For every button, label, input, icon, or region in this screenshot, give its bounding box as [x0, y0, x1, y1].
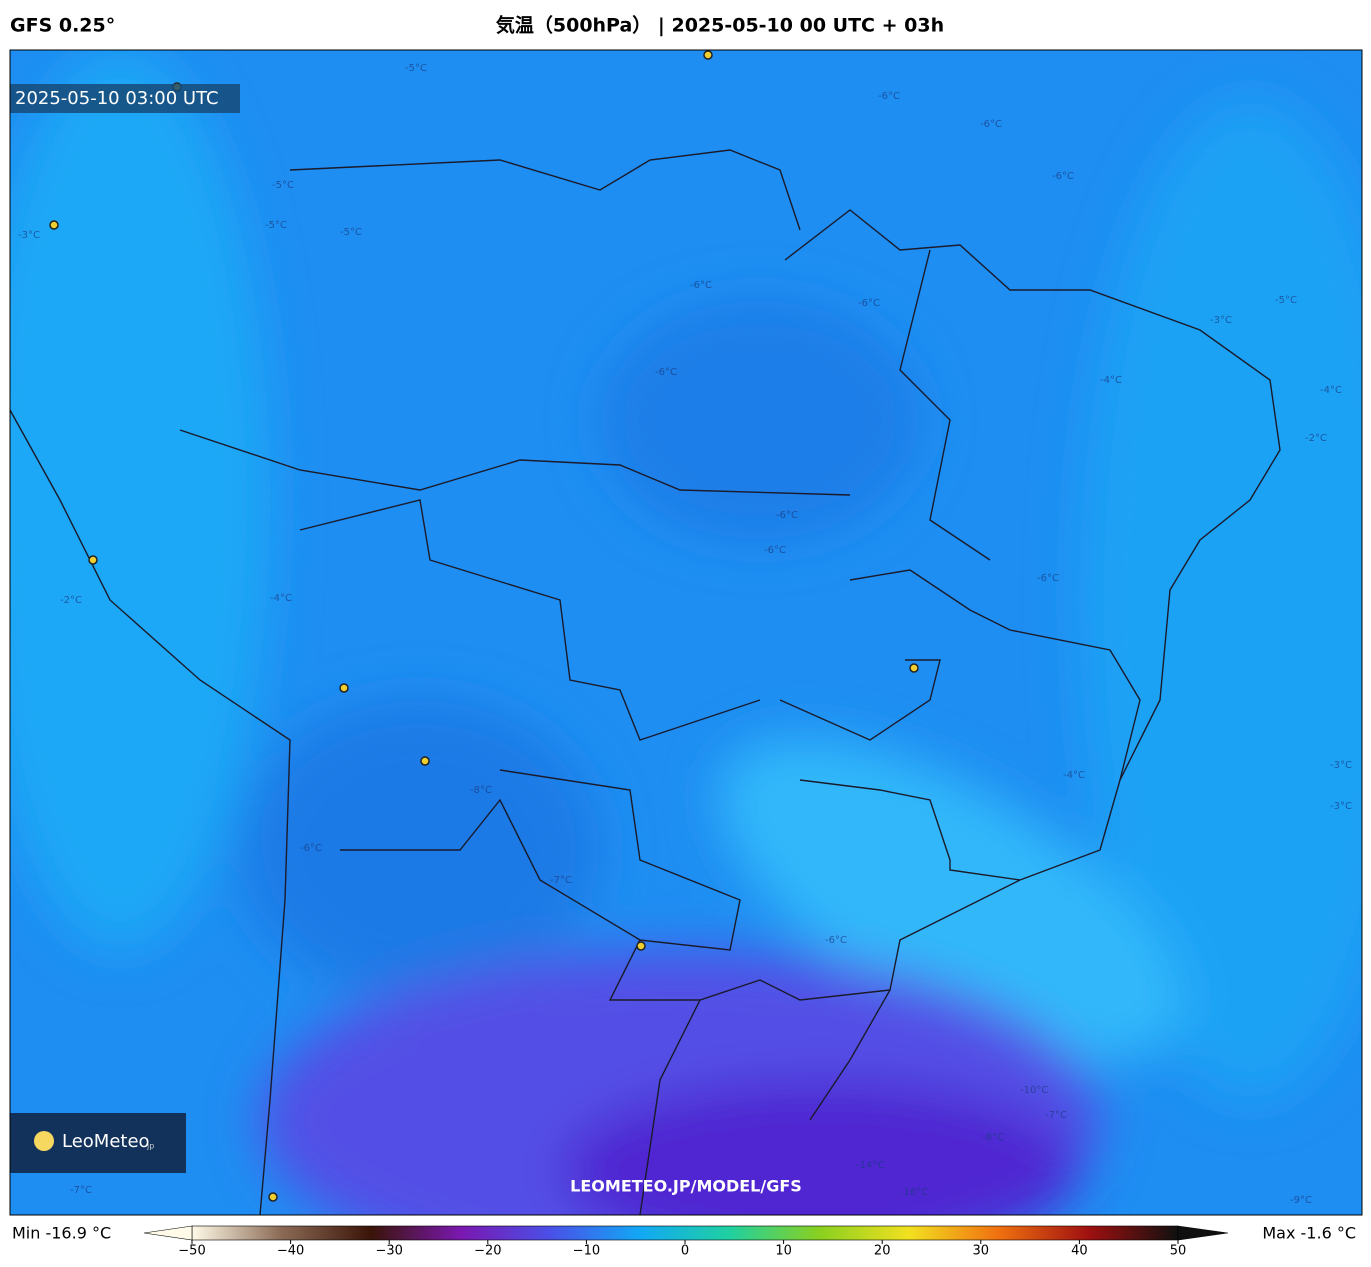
contour-label: -7°C: [1045, 1110, 1067, 1121]
colorbar-low-extend: [143, 1225, 193, 1241]
model-name: GFS 0.25°: [10, 15, 115, 37]
colorbar-tick-label: 30: [973, 1244, 990, 1259]
colorbar-scale: [191, 1225, 1179, 1241]
logo-suffix: jp: [146, 1142, 154, 1151]
contour-label: -3°C: [1330, 760, 1352, 771]
contour-label: -6°C: [878, 91, 900, 102]
contour-label: -6°C: [300, 843, 322, 854]
contour-label: -2°C: [1305, 433, 1327, 444]
contour-label: -8°C: [982, 1132, 1004, 1143]
valid-time: 2025-05-10 03:00 UTC: [15, 88, 219, 109]
contour-label: -5°C: [340, 227, 362, 238]
contour-label: -7°C: [70, 1185, 92, 1196]
contour-label: -8°C: [470, 785, 492, 796]
max-label: Max -1.6 °C: [1262, 1224, 1356, 1243]
contour-label: -5°C: [405, 63, 427, 74]
colorbar-high-extend: [1177, 1225, 1229, 1241]
contour-label: -10°C: [1020, 1085, 1048, 1096]
contour-label: -4°C: [1063, 770, 1085, 781]
logo-sun: [34, 1131, 54, 1151]
colorbar-tick-label: −40: [277, 1244, 304, 1259]
contour-label: -3°C: [1210, 315, 1232, 326]
colorbar-tick-label: 50: [1170, 1244, 1187, 1259]
contour-label: -6°C: [655, 367, 677, 378]
min-label: Min -16.9 °C: [12, 1224, 111, 1243]
contour-label: -6°C: [776, 510, 798, 521]
contour-label: -4°C: [1320, 385, 1342, 396]
contour-label: -2°C: [60, 595, 82, 606]
contour-label: -6°C: [825, 935, 847, 946]
contour-label: -4°C: [270, 593, 292, 604]
contour-label: -5°C: [1275, 295, 1297, 306]
temperature-field: [10, 50, 1362, 1215]
contour-label: -6°C: [764, 545, 786, 556]
contour-label: -3°C: [18, 230, 40, 241]
contour-label: -3°C: [1330, 801, 1352, 812]
contour-label: -16°C: [900, 1187, 928, 1198]
colorbar-tick-label: 20: [874, 1244, 891, 1259]
map-title: 気温（500hPa） | 2025-05-10 00 UTC + 03h: [496, 14, 944, 37]
logo: LeoMeteo: [62, 1131, 150, 1152]
contour-label: -6°C: [980, 119, 1002, 130]
contour-label: -6°C: [1037, 573, 1059, 584]
colorbar-tick-label: −50: [178, 1244, 205, 1259]
contour-labels: -5°C -6°C -6°C -5°C -6°C -6°C -5°C -3°C -5°C -6°C…: [18, 63, 1352, 1206]
contour-label: -6°C: [1052, 171, 1074, 182]
watermark: LEOMETEO.JP/MODEL/GFS: [570, 1177, 802, 1196]
contour-label: -7°C: [550, 875, 572, 886]
colorbar-tick-label: 0: [681, 1244, 689, 1259]
map-frame: [9, 49, 1363, 1216]
map: -5°C -6°C -6°C -5°C -6°C -6°C -5°C -3°C -5°C -6°C…: [10, 50, 1362, 1215]
contour-label: -9°C: [1290, 1195, 1312, 1206]
colorbar-tick-label: 40: [1071, 1244, 1088, 1259]
colorbar-tick-label: −10: [573, 1244, 600, 1259]
contour-label: -5°C: [272, 180, 294, 191]
colorbar-tick-label: −30: [375, 1244, 402, 1259]
borders: [10, 149, 1281, 1215]
contour-label: -5°C: [265, 220, 287, 231]
colorbar-tick-label: 10: [775, 1244, 792, 1259]
contour-label: -6°C: [690, 280, 712, 291]
contour-label: -6°C: [858, 298, 880, 309]
colorbar-tick-label: −20: [474, 1244, 501, 1259]
time-box: [10, 84, 240, 113]
colorbar: −50 −40 −30 −20 −10 0 10 20 30 40 50: [143, 1225, 1229, 1259]
contour-label: -14°C: [856, 1160, 884, 1171]
contour-label: -4°C: [1100, 375, 1122, 386]
